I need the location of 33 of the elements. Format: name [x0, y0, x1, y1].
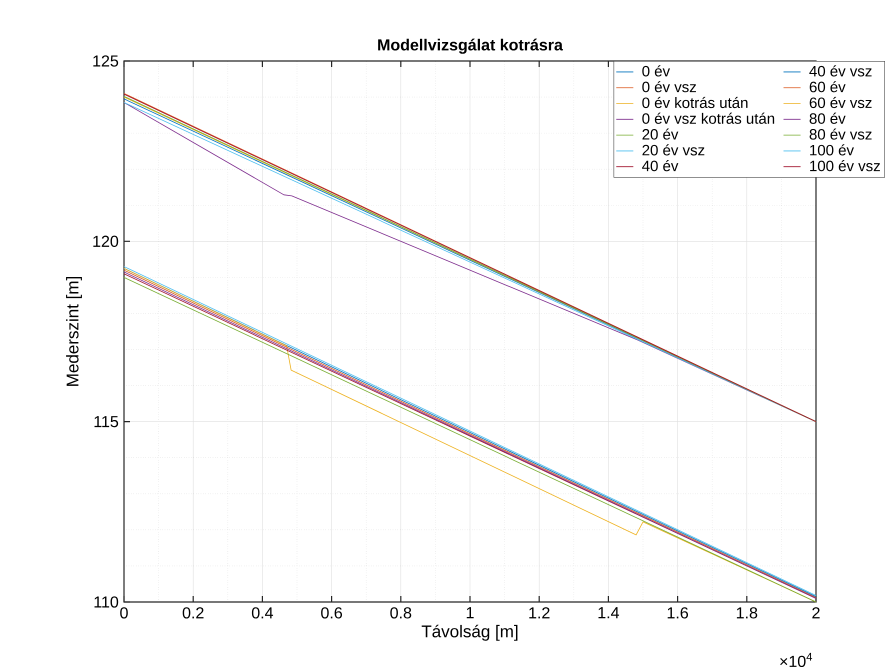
chart-title: Modellvizsgálat kotrásra [378, 38, 564, 54]
x-tick-label: 1 [466, 607, 474, 618]
x-tick-label: 0 [120, 607, 128, 619]
legend-label: 40 év [642, 160, 678, 172]
x-tick-label: 1.8 [736, 607, 758, 619]
x-axis-title: Távolság [m] [422, 624, 518, 641]
text: ×10$^{4}$ [780, 652, 812, 668]
x-tick-label: 0.6 [321, 607, 342, 619]
y-tick-label: 120 [93, 236, 118, 247]
legend-label: 80 év vsz [810, 128, 872, 140]
y-tick-label: 125 [93, 55, 118, 67]
x-tick-label: 0.2 [182, 607, 204, 619]
legend-label: 100 év [810, 144, 854, 156]
y-axis-title: Mederszint [m] [66, 276, 82, 386]
legend-label: 20 év [642, 128, 678, 140]
legend-label: 0 év vsz kotrás után [642, 112, 774, 124]
y-tick-label: 110 [94, 596, 118, 608]
legend-label: 60 év [810, 81, 846, 92]
y-tick-label: 115 [94, 416, 118, 428]
x-tick-label: 1.2 [529, 607, 550, 618]
legend-label: 20 év vsz [642, 144, 704, 156]
legend-label: 40 év vsz [809, 65, 872, 76]
x-tick-label: 2 [812, 607, 820, 618]
legend-label: 0 év [642, 65, 670, 76]
legend-label: 0 év kotrás után [642, 96, 748, 108]
x-tick-label: 0.4 [252, 607, 274, 619]
legend-label: 0 év vsz [642, 81, 696, 92]
x-tick-label: 1.4 [598, 607, 620, 618]
legend-label: 100 év vsz [810, 160, 880, 172]
x-tick-label: 1.6 [668, 607, 688, 619]
legend-label: 80 év [810, 112, 846, 124]
legend-label: 60 év vsz [810, 96, 872, 108]
x-tick-label: 0.8 [390, 607, 412, 619]
